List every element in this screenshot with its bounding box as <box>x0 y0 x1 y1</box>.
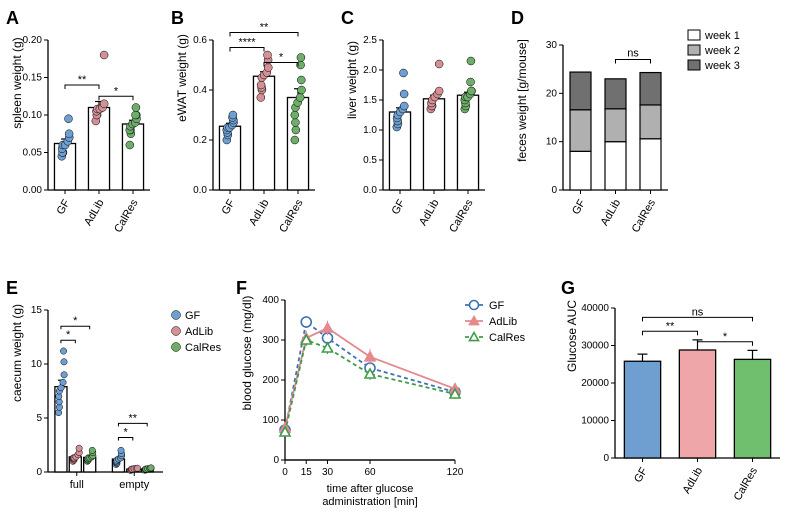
y-axis-label: spleen weight (g) <box>10 8 24 158</box>
svg-text:60: 60 <box>364 467 376 478</box>
svg-text:AdLib: AdLib <box>489 316 517 328</box>
svg-text:0: 0 <box>273 455 279 466</box>
y-axis-label: Glucose AUC <box>565 261 579 411</box>
svg-text:week 3: week 3 <box>704 60 740 72</box>
svg-text:0.10: 0.10 <box>23 110 43 121</box>
svg-text:CalRes: CalRes <box>185 342 222 354</box>
svg-text:GF: GF <box>489 300 505 312</box>
svg-text:120: 120 <box>447 467 464 478</box>
svg-text:2.5: 2.5 <box>363 35 377 46</box>
svg-text:full: full <box>70 479 84 491</box>
svg-text:CalRes: CalRes <box>447 197 476 235</box>
svg-text:20000: 20000 <box>581 378 609 389</box>
svg-text:0.0: 0.0 <box>363 185 377 196</box>
svg-text:CalRes: CalRes <box>277 197 306 235</box>
svg-text:week 1: week 1 <box>704 30 740 42</box>
svg-text:AdLib: AdLib <box>681 466 705 496</box>
svg-text:0: 0 <box>36 467 42 478</box>
svg-text:0.4: 0.4 <box>193 85 207 96</box>
svg-text:0.20: 0.20 <box>23 35 43 46</box>
svg-text:GF: GF <box>185 310 201 322</box>
svg-text:AdLib: AdLib <box>82 198 106 228</box>
svg-text:GF: GF <box>220 197 238 216</box>
svg-text:CalRes: CalRes <box>630 197 659 235</box>
svg-text:15: 15 <box>31 305 43 316</box>
panel-a: 0.000.050.100.150.20GFAdLibCalRes***Aspl… <box>0 10 160 250</box>
svg-text:GF: GF <box>390 197 408 216</box>
svg-text:*: * <box>73 315 78 327</box>
y-axis-label: feces weight [g/mouse] <box>515 28 529 173</box>
svg-text:20: 20 <box>546 88 558 99</box>
svg-text:0.05: 0.05 <box>23 148 43 159</box>
svg-text:0.00: 0.00 <box>23 185 43 196</box>
svg-text:AdLib: AdLib <box>185 326 213 338</box>
svg-text:empty: empty <box>119 479 149 491</box>
figure-root: 0.000.050.100.150.20GFAdLibCalRes***Aspl… <box>0 0 800 530</box>
svg-text:30: 30 <box>322 467 334 478</box>
svg-text:15: 15 <box>301 467 313 478</box>
svg-text:0.6: 0.6 <box>193 35 207 46</box>
svg-text:**: ** <box>129 412 138 424</box>
svg-text:10: 10 <box>31 359 43 370</box>
svg-text:AdLib: AdLib <box>247 198 271 228</box>
svg-text:*: * <box>123 426 128 438</box>
svg-text:10: 10 <box>546 137 558 148</box>
svg-text:GF: GF <box>632 465 650 484</box>
svg-text:0.2: 0.2 <box>193 135 207 146</box>
panel-f: 0 100 200 300 400 0 15 30 60 120 GF AdLib CalRes time… <box>230 280 540 520</box>
svg-text:administration [min]: administration [min] <box>322 496 417 508</box>
svg-text:****: **** <box>238 37 256 49</box>
y-axis-label: eWAT weight (g) <box>175 3 189 153</box>
panel-c: 0.00.51.01.52.02.5GFAdLibCalResCliver we… <box>335 10 495 250</box>
panel-label-d: D <box>511 8 524 29</box>
svg-text:AdLib: AdLib <box>599 198 623 228</box>
svg-text:1.0: 1.0 <box>363 125 377 136</box>
svg-text:AdLib: AdLib <box>417 198 441 228</box>
svg-text:200: 200 <box>262 375 279 386</box>
panel-e: 051015fullempty*****GFAdLibCalResEcaecum… <box>0 280 220 520</box>
svg-text:100: 100 <box>262 415 279 426</box>
svg-text:**: ** <box>666 320 675 332</box>
svg-text:5: 5 <box>36 413 42 424</box>
svg-text:300: 300 <box>262 335 279 346</box>
svg-text:**: ** <box>78 74 87 86</box>
svg-text:30: 30 <box>546 40 558 51</box>
panel-b: 0.00.20.40.6GFAdLibCalRes*******BeWAT we… <box>165 10 325 250</box>
svg-text:GF: GF <box>570 197 588 216</box>
svg-text:1.5: 1.5 <box>363 95 377 106</box>
svg-text:**: ** <box>260 22 269 34</box>
svg-text:40000: 40000 <box>581 303 609 314</box>
svg-text:0.0: 0.0 <box>193 185 207 196</box>
svg-text:*: * <box>279 52 284 64</box>
svg-text:10000: 10000 <box>581 416 609 427</box>
panel-d: 0 10 20 30 GF AdLib CalRes ns week 1 week 2 week 3… <box>505 10 795 250</box>
y-axis-label: caecum weight (g) <box>10 272 24 434</box>
svg-text:0: 0 <box>282 467 288 478</box>
svg-text:30000: 30000 <box>581 341 609 352</box>
y-axis-label: blood glucose (mg/dl) <box>240 273 254 433</box>
svg-text:0.5: 0.5 <box>363 155 377 166</box>
svg-text:2.0: 2.0 <box>363 65 377 76</box>
svg-text:0: 0 <box>551 185 557 196</box>
svg-text:0: 0 <box>603 453 609 464</box>
svg-text:week 2: week 2 <box>704 45 740 57</box>
svg-text:time after glucose: time after glucose <box>327 483 414 495</box>
svg-text:CalRes: CalRes <box>732 465 761 503</box>
y-axis-label: liver weight (g) <box>345 5 359 155</box>
svg-text:CalRes: CalRes <box>112 197 141 235</box>
svg-text:400: 400 <box>262 295 279 306</box>
svg-text:*: * <box>66 329 71 341</box>
svg-text:GF: GF <box>55 197 73 216</box>
svg-text:CalRes: CalRes <box>489 332 526 344</box>
svg-text:ns: ns <box>627 48 639 60</box>
panel-g: 010000200003000040000GFAdLibCalRes**ns*G… <box>555 280 795 520</box>
svg-text:*: * <box>723 331 728 343</box>
svg-text:ns: ns <box>692 306 704 318</box>
svg-text:*: * <box>114 85 119 97</box>
svg-text:0.15: 0.15 <box>23 73 43 84</box>
